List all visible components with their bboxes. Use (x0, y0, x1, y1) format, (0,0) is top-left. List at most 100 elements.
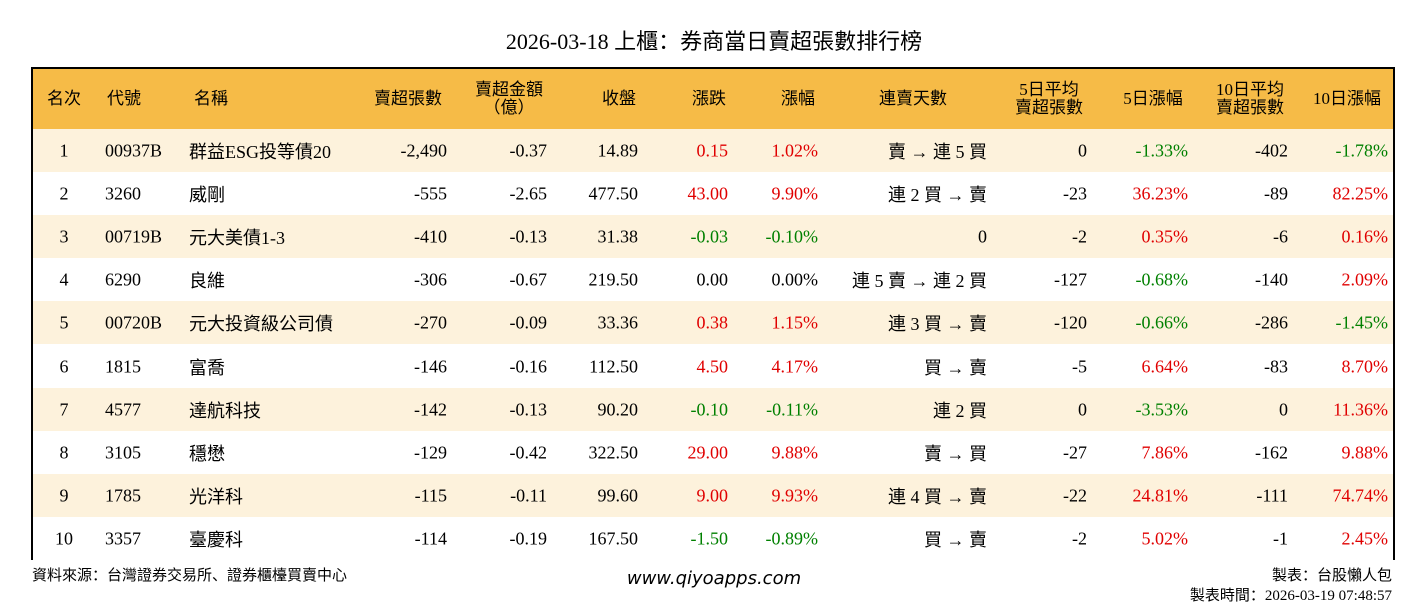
table-cell: 6.64% (1141, 356, 1189, 376)
table-cell: 0.16% (1341, 226, 1389, 247)
table-cell: 0 (1279, 399, 1288, 420)
table-cell: -0.10% (765, 226, 819, 247)
table-cell: -2 (1072, 528, 1087, 549)
table-cell: 3260 (105, 183, 141, 204)
table-cell: -27 (1063, 442, 1087, 463)
table-cell: 0.35% (1141, 226, 1189, 247)
table-cell: 賣 → 連 5 買 (888, 142, 987, 162)
table-cell: 光洋科 (189, 486, 243, 507)
header-cell: 名稱 (194, 89, 228, 108)
table-cell: 7 (59, 399, 69, 420)
table-cell: 5 (59, 312, 69, 333)
header-cell: 漲跌 (692, 89, 726, 108)
time: 製表時間：2026-03-19 07:48:57 (1189, 588, 1392, 604)
table-cell: 90.20 (597, 399, 639, 420)
table-cell: 0.15 (696, 140, 729, 161)
header-cell: 名次 (47, 89, 81, 108)
table-cell: -270 (414, 312, 447, 333)
table-cell: 穩懋 (189, 443, 225, 464)
table-cell: -0.03 (690, 226, 729, 247)
header-cell: 5日漲幅 (1123, 89, 1183, 108)
table-cell: 2 (59, 183, 69, 204)
header-cell: 賣超金額 (475, 80, 543, 99)
table-cell: 3357 (105, 528, 141, 549)
table-cell: 00720B (105, 312, 163, 333)
table-cell: -0.11 (510, 485, 547, 506)
table-cell: 6 (59, 356, 69, 376)
table-cell: -0.37 (509, 140, 548, 161)
table-cell: -306 (414, 269, 447, 290)
header-row: 名次 代號 名稱 賣超張數 賣超金額 （億） 收盤 漲跌 漲幅 連賣天數 5日平均 賣超張數 5日漲幅 1… (33, 69, 1393, 129)
header-cell: （億） (483, 98, 535, 117)
table-cell: -0.10 (690, 399, 729, 420)
table-cell: -6 (1273, 226, 1288, 247)
header-cell: 漲幅 (781, 89, 815, 108)
table-row: 8 3105 穩懋 -129 -0.42 322.50 29.00 9.88% 賣 → 買 -27… (33, 430, 1393, 474)
table-cell: -3.53% (1135, 399, 1189, 420)
table-cell: -0.13 (509, 226, 548, 247)
table-cell: 9.90% (771, 183, 819, 204)
table-cell: 連 2 買 → 賣 (888, 185, 987, 206)
table-cell: 0.38 (696, 312, 729, 333)
table-cell: 1 (59, 140, 69, 161)
table-cell: 31.38 (597, 226, 639, 247)
table-cell: -146 (414, 356, 447, 376)
table-cell: 11.36% (1333, 399, 1388, 420)
table-cell: 買 → 賣 (924, 529, 987, 550)
table-cell: 6290 (105, 269, 141, 290)
table-cell: -0.42 (509, 442, 548, 463)
table-cell: -5 (1072, 356, 1087, 376)
header-cell: 10日平均 (1216, 80, 1284, 99)
table-cell: -127 (1054, 269, 1087, 290)
table-cell: -402 (1255, 140, 1288, 161)
table-cell: -0.68% (1135, 269, 1189, 290)
table-cell: -0.11% (766, 399, 818, 420)
table-cell: -1.33% (1135, 140, 1189, 161)
header-cell: 賣超張數 (1216, 98, 1284, 117)
table-cell: 4 (59, 269, 69, 290)
table-cell: -23 (1063, 183, 1087, 204)
table-cell: 8.70% (1341, 356, 1389, 376)
header-cell: 收盤 (602, 89, 636, 108)
table-cell: 群益ESG投等債20 (189, 142, 332, 162)
table-cell: 元大美債1-3 (189, 228, 285, 249)
maker: 製表：台股懶人包 (1271, 568, 1392, 584)
table-cell: -1.50 (690, 528, 729, 549)
table-cell: -115 (414, 485, 447, 506)
table-row: 5 00720B 元大投資級公司債 -270 -0.09 33.36 0.38 1.15% 連 … (33, 301, 1393, 345)
table-cell: 36.23% (1132, 183, 1189, 204)
table: 名次 代號 名稱 賣超張數 賣超金額 （億） 收盤 漲跌 漲幅 連賣天數 5日平均 賣超張數 5日漲幅 1… (31, 67, 1395, 560)
title: 2026-03-18 上櫃：券商當日賣超張數排行榜 (505, 29, 923, 54)
table-cell: -140 (1255, 269, 1288, 290)
table-cell: -111 (1256, 485, 1288, 506)
table-cell: 112.50 (589, 356, 638, 376)
table-cell: 43.00 (687, 183, 729, 204)
table-cell: -0.89% (765, 528, 819, 549)
table-cell: 臺慶科 (189, 529, 243, 550)
table-cell: 連 2 買 (933, 400, 987, 421)
table-cell: 1815 (105, 356, 141, 376)
table-cell: 2.09% (1341, 269, 1389, 290)
site: www.qiyoapps.com (626, 568, 802, 589)
table-cell: 9 (59, 485, 69, 506)
table-cell: 達航科技 (189, 400, 261, 421)
table-row: 2 3260 威剛 -555 -2.65 477.50 43.00 9.90% 連 2 買 → … (33, 172, 1393, 216)
table-cell: 00937B (105, 140, 163, 161)
table-cell: 14.89 (597, 140, 639, 161)
table-cell: 連 4 買 → 賣 (888, 486, 987, 507)
source: 資料來源：台灣證券交易所、證券櫃檯買賣中心 (32, 568, 348, 584)
table-cell: 322.50 (588, 442, 639, 463)
table-row: 7 4577 達航科技 -142 -0.13 90.20 -0.10 -0.11% 連 2 買 0… (33, 387, 1393, 431)
table-cell: -1.78% (1335, 140, 1389, 161)
table-cell: -162 (1255, 442, 1288, 463)
table-row: 1 00937B 群益ESG投等債20 -2,490 -0.37 14.89 0.15 1.0… (33, 129, 1393, 172)
table-cell: 0 (1078, 399, 1087, 420)
table-cell: 0.00 (696, 269, 729, 290)
table-cell: 3105 (105, 442, 141, 463)
table-cell: 威剛 (189, 185, 225, 206)
table-cell: 24.81% (1132, 485, 1189, 506)
header-cell: 賣超張數 (1015, 98, 1083, 117)
table-cell: 4.50 (696, 356, 729, 376)
table-cell: 元大投資級公司債 (189, 314, 333, 335)
